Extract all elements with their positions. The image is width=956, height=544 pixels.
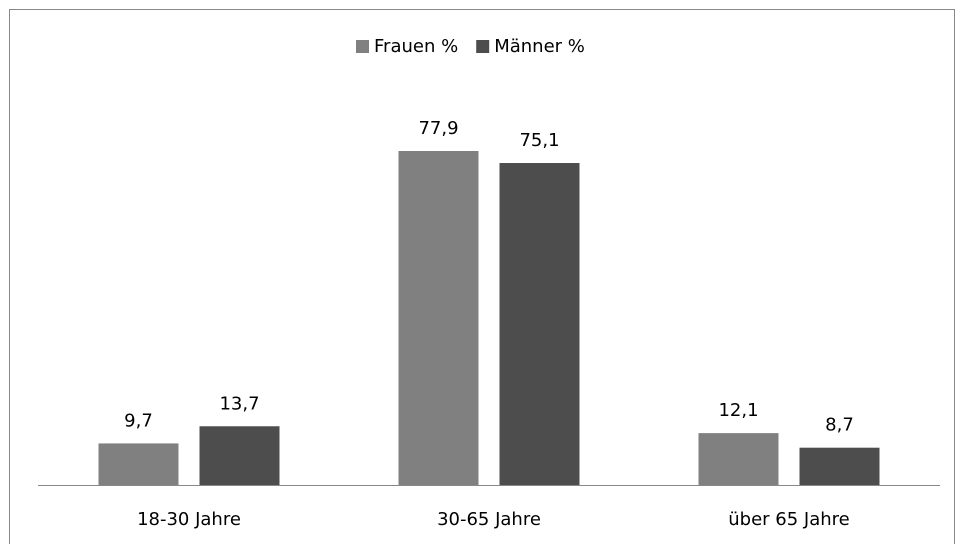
x-tick-label: über 65 Jahre bbox=[728, 509, 849, 530]
x-tick-label: 18-30 Jahre bbox=[137, 509, 241, 530]
bar bbox=[799, 447, 880, 485]
data-label: 75,1 bbox=[519, 130, 559, 151]
bar bbox=[698, 433, 779, 485]
data-label: 9,7 bbox=[124, 410, 153, 431]
bar bbox=[499, 163, 580, 486]
data-label: 12,1 bbox=[718, 400, 758, 421]
data-label: 13,7 bbox=[219, 393, 259, 414]
x-tick-label: 30-65 Jahre bbox=[437, 509, 541, 530]
legend-label: Männer % bbox=[494, 36, 585, 57]
bar bbox=[98, 443, 179, 485]
bar bbox=[398, 151, 479, 485]
data-label: 77,9 bbox=[418, 118, 458, 139]
bar bbox=[199, 426, 280, 485]
legend-swatch bbox=[356, 40, 369, 53]
legend-label: Frauen % bbox=[374, 36, 458, 57]
data-label: 8,7 bbox=[825, 415, 854, 436]
legend-swatch bbox=[476, 40, 490, 53]
